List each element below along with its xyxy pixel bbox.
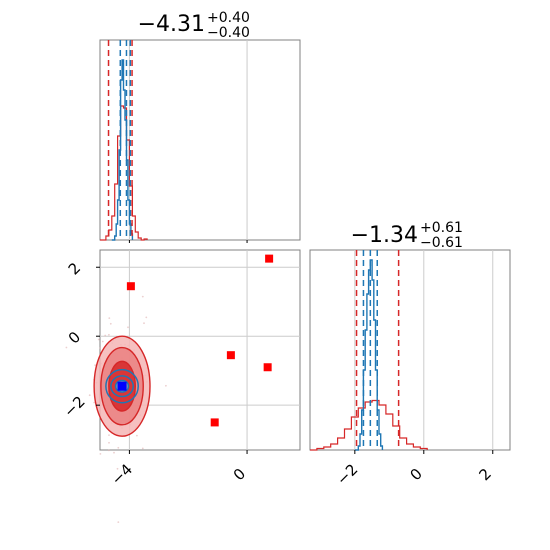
sample-point: [145, 316, 148, 319]
title-param1: −4.31 +0.40 −0.40: [138, 10, 250, 41]
title-param2: −1.34 +0.61 −0.61: [351, 220, 463, 251]
blue-square-marker: [117, 381, 127, 391]
panel-bottom-right-quantile-lines: [355, 250, 400, 450]
red-square-marker: [226, 351, 235, 360]
sample-point: [116, 467, 119, 470]
title-param1-main: −4.31: [138, 12, 205, 37]
sample-point: [97, 338, 100, 341]
panel-bottom-right-frame: [309, 249, 511, 451]
sample-point: [108, 449, 110, 452]
x-tick-label: 2: [475, 465, 494, 484]
x-tick-label: −2: [333, 460, 361, 488]
red-square-marker: [263, 363, 272, 372]
sample-point: [141, 447, 144, 450]
sample-point: [65, 346, 68, 349]
blue-histogram-param1: [111, 59, 134, 241]
title-param1-lower: −0.40: [207, 25, 250, 41]
sample-point: [108, 434, 110, 436]
red-square-marker: [126, 282, 135, 291]
sample-point: [93, 401, 96, 404]
panel-top-left-histogram: [99, 39, 301, 243]
sample-point: [141, 295, 144, 298]
red-square-marker: [265, 254, 274, 263]
x-tick-label: −4: [108, 460, 136, 488]
title-param1-upper: +0.40: [207, 10, 250, 26]
sample-point: [104, 334, 107, 337]
sample-point: [99, 453, 102, 455]
panel-bottom-right-histogram: −2 0 2: [309, 249, 511, 489]
panel-bottom-left-markers: [117, 254, 274, 427]
sample-point: [165, 384, 167, 387]
sample-point: [136, 434, 138, 437]
sample-point: [108, 333, 110, 336]
panel-bottom-right-x-ticks: −2 0 2: [333, 450, 495, 489]
sample-point: [108, 317, 111, 319]
y-tick-label: 0: [65, 328, 84, 347]
sample-point: [101, 340, 104, 343]
sample-point: [113, 451, 115, 454]
blue-contour: [110, 375, 134, 398]
sample-point: [94, 364, 96, 366]
sample-point: [109, 322, 112, 325]
title-param2-upper: +0.61: [420, 220, 463, 236]
x-tick-label: 0: [230, 465, 249, 484]
panel-top-left-series: [100, 59, 148, 241]
red-histogram-param2: [310, 399, 428, 451]
title-param2-lower: −0.61: [420, 235, 463, 251]
panel-top-left-quantile-lines: [107, 40, 133, 240]
y-tick-label: 2: [65, 259, 84, 278]
y-tick-label: −2: [60, 392, 88, 420]
sample-point: [117, 521, 120, 523]
sample-point: [108, 441, 110, 444]
sample-point: [88, 394, 91, 397]
blue-contour: [105, 368, 139, 404]
panel-bottom-left-x-ticks: −4 0: [108, 450, 249, 489]
sample-point: [127, 326, 129, 329]
sample-point: [117, 446, 120, 449]
x-tick-label: 0: [407, 465, 426, 484]
panel-top-left-frame: [99, 39, 301, 241]
title-param2-main: −1.34: [351, 223, 418, 248]
sample-point: [143, 322, 145, 325]
panel-bottom-left-2d: 2 0 −2 −4 0: [60, 249, 301, 523]
red-square-marker: [210, 418, 219, 427]
sample-point: [99, 347, 102, 349]
